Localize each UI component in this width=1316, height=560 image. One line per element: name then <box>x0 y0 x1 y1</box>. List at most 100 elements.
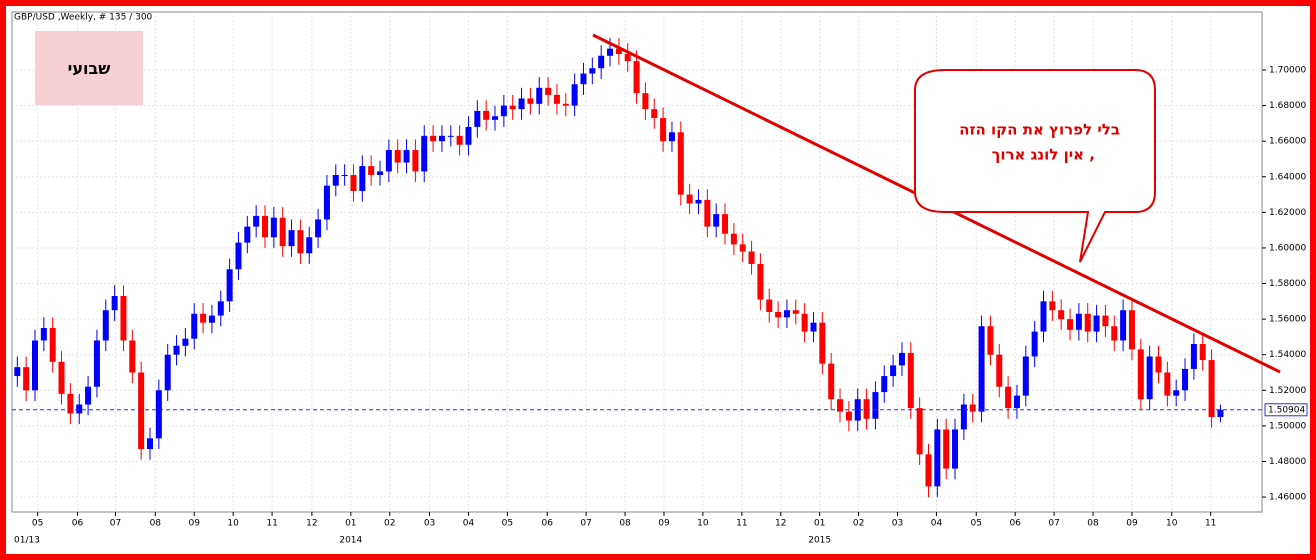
candle-body <box>235 242 242 270</box>
y-tick-label: 1.66000 <box>1269 137 1306 147</box>
candle-body <box>1102 315 1109 327</box>
candle-body <box>155 390 162 439</box>
candle-body <box>642 93 649 110</box>
x-tick-label: 03 <box>424 519 435 529</box>
y-tick-label: 1.48000 <box>1269 457 1306 467</box>
candle-body <box>492 116 499 120</box>
candle-body <box>421 135 428 172</box>
candle-body <box>164 354 171 391</box>
candle-body <box>1031 331 1038 357</box>
candle-body <box>1217 409 1224 417</box>
candle-body <box>1155 356 1162 373</box>
candle-body <box>394 150 401 163</box>
candle-body <box>677 132 684 195</box>
candle-body <box>952 429 959 469</box>
y-tick-label: 1.50000 <box>1269 421 1306 431</box>
candle-body <box>624 53 631 62</box>
y-tick-label: 1.58000 <box>1269 279 1306 289</box>
x-tick-label: 06 <box>72 519 84 529</box>
candle-body <box>1058 310 1065 320</box>
year-label: 2014 <box>339 536 362 546</box>
candle-body <box>589 68 596 74</box>
candle-body <box>792 310 799 314</box>
candle-body <box>925 454 932 487</box>
candle-body <box>138 372 145 450</box>
last-price-box <box>1264 403 1308 417</box>
candle-body <box>553 94 560 104</box>
candle-body <box>845 411 852 421</box>
chart-title: GBP/USD ,Weekly, # 135 / 300 <box>14 13 153 23</box>
x-tick-label: 01 <box>814 519 825 529</box>
candle-body <box>722 214 729 234</box>
candle-body <box>1137 349 1144 400</box>
candle-body <box>323 185 330 220</box>
candle-body <box>385 150 392 172</box>
candle-body <box>1208 360 1215 417</box>
candle-body <box>288 230 295 247</box>
candle-body <box>350 174 357 192</box>
candle-body <box>943 429 950 469</box>
candle-body <box>748 251 755 264</box>
candle-body <box>359 166 366 192</box>
candle-body <box>279 217 286 247</box>
candle-body <box>881 376 888 393</box>
candle-body <box>668 132 675 142</box>
candle-body <box>58 361 65 394</box>
candle-body <box>1128 310 1135 350</box>
candle-body <box>1022 356 1029 396</box>
x-tick-label: 08 <box>150 519 162 529</box>
x-tick-label: 12 <box>775 519 786 529</box>
candle-body <box>509 105 516 110</box>
candle-body <box>253 215 260 227</box>
callout-line: , אין לונג ארוך <box>992 146 1095 164</box>
candle-body <box>262 215 269 238</box>
y-tick-label: 1.70000 <box>1269 66 1306 76</box>
period-box: שבועי <box>35 31 143 105</box>
y-tick-label: 1.62000 <box>1269 208 1306 218</box>
x-tick-label: 02 <box>853 519 864 529</box>
candle-body <box>1075 313 1082 330</box>
candle-body <box>111 295 118 311</box>
candle-body <box>23 367 30 391</box>
candle-body <box>598 55 605 69</box>
x-tick-label: 05 <box>32 519 43 529</box>
candle-body <box>456 135 463 145</box>
candle-body <box>297 230 304 254</box>
candle-body <box>872 392 879 419</box>
y-tick-label: 1.46000 <box>1269 493 1306 503</box>
candle-body <box>1067 319 1074 330</box>
candle-body <box>49 328 56 362</box>
candle-body <box>1084 313 1091 332</box>
candle-body <box>615 48 622 54</box>
candle-body <box>1190 344 1197 369</box>
candle-body <box>1146 356 1153 400</box>
x-tick-label: 10 <box>697 519 709 529</box>
candle-body <box>500 105 507 117</box>
candle-body <box>85 386 92 405</box>
candle-body <box>545 87 552 95</box>
x-tick-label: 07 <box>580 519 591 529</box>
x-tick-label: 06 <box>1009 519 1021 529</box>
candle-body <box>412 150 419 172</box>
candle-body <box>217 301 224 316</box>
candle-body <box>102 310 109 341</box>
candle-body <box>270 217 277 238</box>
candle-body <box>828 363 835 400</box>
x-tick-label: 07 <box>1048 519 1059 529</box>
candle-body <box>969 404 976 412</box>
candle-body <box>226 269 233 302</box>
candle-body <box>527 98 534 104</box>
x-tick-label: 11 <box>1205 519 1216 529</box>
candle-body <box>518 98 525 110</box>
x-tick-label: 03 <box>892 519 903 529</box>
y-tick-label: 1.56000 <box>1269 315 1306 325</box>
candle-body <box>465 126 472 145</box>
y-tick-label: 1.64000 <box>1269 172 1306 182</box>
start-date: 01/13 <box>14 536 40 546</box>
candle-body <box>438 135 445 142</box>
candle-body <box>129 340 136 373</box>
candle-body <box>244 226 251 243</box>
callout-bubble <box>914 69 1156 263</box>
